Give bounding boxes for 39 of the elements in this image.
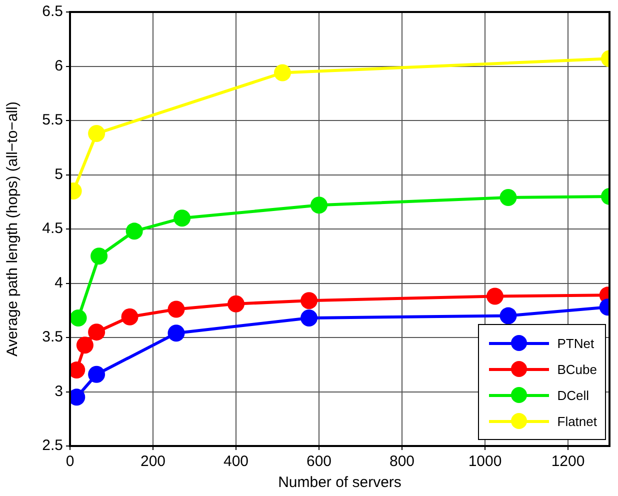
point	[300, 292, 318, 310]
y-tick-label: 2.5	[42, 437, 63, 454]
point	[88, 366, 106, 383]
point	[76, 336, 94, 354]
legend-label: PTNet	[557, 336, 594, 350]
point	[88, 324, 106, 341]
point	[500, 189, 517, 206]
x-tick-label: 1200	[551, 453, 585, 470]
point	[486, 288, 504, 305]
point	[500, 307, 517, 324]
point	[70, 309, 87, 326]
point	[228, 295, 244, 312]
y-tick-label: 6	[54, 57, 63, 74]
x-tick-label: 600	[306, 453, 332, 470]
x-tick-label: 0	[66, 453, 74, 470]
x-tick-label: 200	[140, 453, 166, 470]
point	[300, 309, 318, 326]
x-tick-label: 400	[223, 453, 249, 470]
legend-label: Flatnet	[557, 414, 597, 428]
legend-label: BCube	[557, 362, 597, 376]
point	[310, 196, 328, 214]
point	[168, 324, 185, 342]
legend-label: DCell	[557, 388, 590, 402]
y-tick-label: 3	[54, 382, 63, 400]
point	[126, 222, 143, 240]
point	[121, 308, 138, 326]
point	[168, 300, 185, 318]
point	[90, 248, 108, 265]
x-axis-title: Number of servers	[278, 474, 402, 492]
point	[174, 210, 191, 227]
x-tick-label: 1000	[468, 453, 502, 470]
x-tick-label: 800	[389, 453, 415, 470]
y-tick-label: 6.5	[42, 3, 63, 20]
y-tick-label: 4.5	[42, 220, 63, 238]
y-tick-label: 5.5	[42, 112, 63, 129]
y-axis-title: Average path length (hops) (all−to−all)	[4, 102, 22, 356]
y-tick-label: 4	[54, 274, 63, 292]
y-tick-label: 3.5	[42, 328, 63, 346]
y-tick-label: 5	[54, 166, 63, 183]
